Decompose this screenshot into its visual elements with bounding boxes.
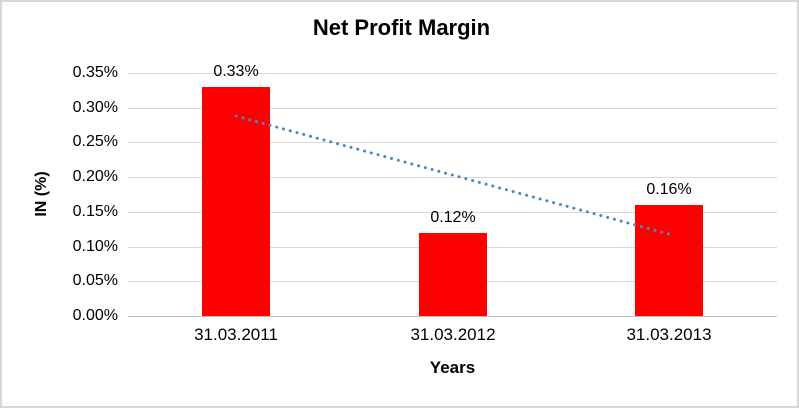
y-tick-label: 0.30% [72, 99, 118, 116]
bar-data-label: 0.12% [430, 209, 476, 226]
x-tick-label: 31.03.2012 [410, 325, 496, 344]
bar-data-label: 0.33% [213, 63, 259, 80]
y-tick-label: 0.10% [72, 238, 118, 255]
bar-data-label: 0.16% [646, 181, 692, 198]
x-tick-label: 31.03.2011 [194, 325, 278, 344]
y-tick-label: 0.20% [72, 168, 118, 185]
gridline [128, 73, 777, 74]
chart-title: Net Profit Margin [312, 15, 491, 40]
x-axis-title: Years [429, 358, 476, 377]
y-tick-label: 0.15% [72, 203, 118, 220]
x-axis-line [128, 316, 777, 317]
bar [202, 87, 270, 316]
bar [635, 205, 703, 316]
x-tick-label: 31.03.2013 [626, 325, 712, 344]
y-tick-label: 0.35% [72, 64, 118, 81]
y-axis-title-text: IN (%) [33, 171, 50, 217]
bar [419, 233, 487, 316]
gridline [128, 108, 777, 109]
y-tick-label: 0.25% [72, 133, 118, 150]
y-tick-label: 0.00% [72, 307, 118, 324]
y-tick-label: 0.05% [72, 272, 118, 289]
